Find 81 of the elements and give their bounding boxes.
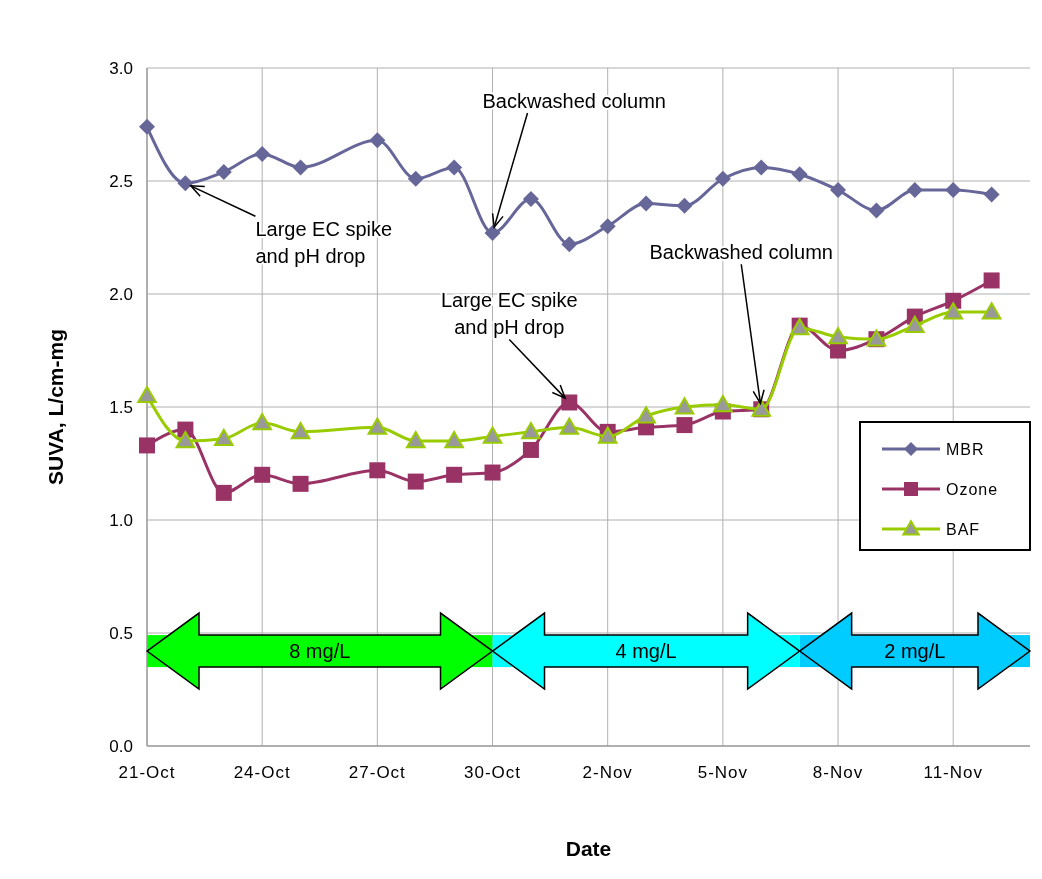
point bbox=[252, 413, 272, 431]
point bbox=[290, 422, 311, 440]
point bbox=[981, 302, 1002, 320]
point bbox=[407, 473, 424, 490]
point bbox=[561, 236, 578, 253]
point bbox=[369, 462, 386, 479]
point bbox=[254, 145, 271, 162]
point bbox=[906, 182, 923, 199]
y-tick-label: 1.0 bbox=[109, 510, 133, 530]
point bbox=[636, 406, 656, 424]
y-axis-title: SUVA, L/cm-mg bbox=[44, 329, 67, 485]
point bbox=[905, 315, 925, 334]
annotation: Large EC spike and pH drop bbox=[255, 218, 393, 268]
band-label: 4 mg/L bbox=[615, 640, 677, 663]
y-tick-label: 0.0 bbox=[109, 736, 133, 756]
band-label: 8 mg/L bbox=[289, 640, 351, 663]
point bbox=[213, 428, 234, 447]
y-tick-label: 1.5 bbox=[109, 397, 133, 417]
point bbox=[139, 118, 155, 135]
point bbox=[674, 397, 695, 415]
y-tick-label: 0.5 bbox=[109, 623, 133, 643]
point bbox=[830, 342, 847, 359]
point bbox=[139, 437, 155, 454]
point bbox=[444, 431, 464, 449]
annotation: Large EC spike and pH drop bbox=[440, 289, 578, 339]
point bbox=[791, 166, 808, 183]
x-tick-label: 2-Nov bbox=[582, 763, 633, 782]
legend-label: Ozone bbox=[946, 480, 999, 498]
point bbox=[215, 163, 232, 180]
point bbox=[599, 218, 616, 235]
point bbox=[868, 202, 885, 219]
x-tick-label: 5-Nov bbox=[697, 763, 749, 782]
point bbox=[522, 441, 539, 458]
point bbox=[830, 182, 847, 199]
point bbox=[484, 464, 501, 481]
point bbox=[713, 394, 733, 413]
point bbox=[292, 159, 309, 176]
y-tick-label: 3.0 bbox=[109, 58, 133, 78]
y-tick-label: 2.0 bbox=[109, 284, 133, 304]
point bbox=[753, 159, 770, 176]
point bbox=[676, 197, 693, 214]
point bbox=[945, 182, 962, 199]
point bbox=[559, 417, 580, 435]
legend-label: MBR bbox=[946, 440, 985, 458]
point bbox=[714, 170, 731, 187]
point bbox=[369, 132, 386, 149]
point bbox=[405, 431, 426, 449]
point bbox=[638, 195, 655, 212]
x-tick-label: 24-Oct bbox=[233, 763, 291, 782]
point bbox=[137, 385, 157, 404]
point bbox=[943, 302, 964, 320]
x-tick-label: 8-Nov bbox=[812, 763, 864, 782]
y-tick-label: 2.5 bbox=[109, 171, 133, 191]
point bbox=[561, 394, 578, 411]
point bbox=[254, 466, 271, 483]
x-tick-label: 27-Oct bbox=[348, 763, 406, 782]
point bbox=[828, 327, 848, 345]
point bbox=[215, 484, 232, 501]
annotation: Backwashed column bbox=[482, 89, 666, 112]
point bbox=[407, 170, 424, 187]
point bbox=[983, 186, 1000, 203]
point bbox=[522, 191, 539, 208]
point bbox=[175, 431, 196, 449]
point bbox=[983, 272, 1000, 289]
point bbox=[446, 159, 463, 176]
point bbox=[446, 466, 463, 483]
point bbox=[367, 417, 388, 435]
x-tick-label: 21-Oct bbox=[118, 763, 176, 782]
x-tick-label: 11-Nov bbox=[923, 763, 983, 782]
point bbox=[484, 224, 501, 241]
point bbox=[482, 426, 503, 444]
point bbox=[177, 175, 194, 192]
legend-label: BAF bbox=[946, 520, 981, 538]
point bbox=[676, 417, 693, 434]
band-label: 2 mg/L bbox=[884, 640, 946, 663]
point bbox=[521, 422, 541, 440]
point bbox=[597, 426, 618, 444]
x-tick-label: 30-Oct bbox=[464, 763, 522, 782]
point bbox=[292, 475, 309, 492]
x-axis-title: Date bbox=[565, 837, 612, 860]
annotation: Backwashed column bbox=[649, 241, 833, 264]
